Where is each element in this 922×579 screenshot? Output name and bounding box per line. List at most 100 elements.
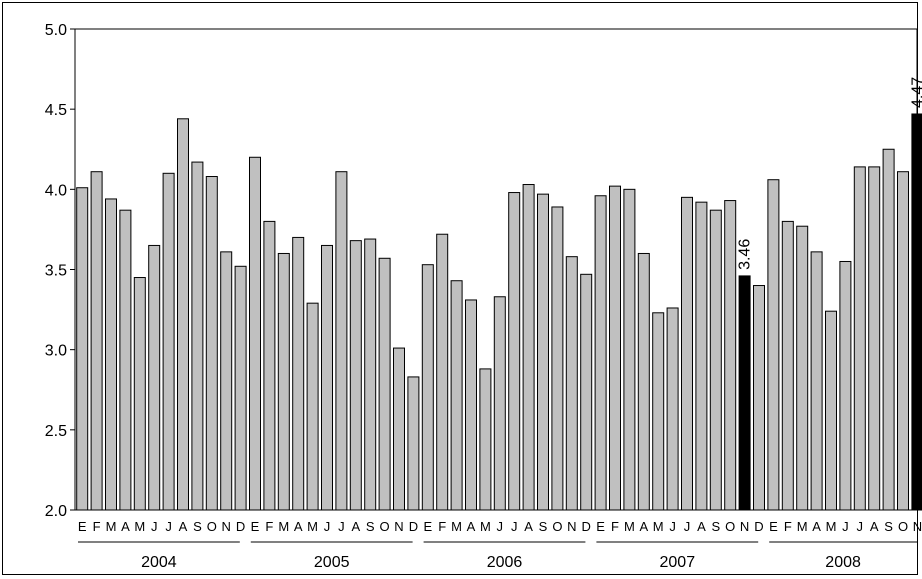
x-tick-label: J xyxy=(669,519,676,534)
bar xyxy=(551,206,564,511)
x-tick-label: A xyxy=(639,519,648,534)
bar xyxy=(695,201,708,511)
bar-highlighted xyxy=(911,113,922,511)
bar xyxy=(652,312,665,511)
bar xyxy=(522,184,535,511)
bar xyxy=(681,196,693,511)
x-tick-label: A xyxy=(179,519,188,534)
x-tick-label: M xyxy=(480,519,491,534)
bar xyxy=(565,256,578,511)
x-tick-label: O xyxy=(725,519,735,534)
bar xyxy=(508,192,521,511)
x-tick-label: A xyxy=(294,519,303,534)
x-tick-label: M xyxy=(307,519,318,534)
x-tick-label: A xyxy=(351,519,360,534)
bar xyxy=(868,166,881,511)
bar xyxy=(724,200,737,511)
x-tick-label: O xyxy=(207,519,217,534)
bar xyxy=(753,285,765,511)
bar xyxy=(277,252,290,511)
year-label: 2006 xyxy=(487,554,523,571)
x-tick-label: F xyxy=(93,519,101,534)
x-tick-label: M xyxy=(826,519,837,534)
x-tick-label: A xyxy=(697,519,706,534)
bar xyxy=(306,302,319,511)
x-tick-label: M xyxy=(134,519,145,534)
x-tick-label: D xyxy=(582,519,591,534)
bar xyxy=(637,252,650,511)
y-tick-label: 4.0 xyxy=(45,182,67,199)
bar xyxy=(119,209,132,511)
bar xyxy=(781,220,794,511)
x-tick-label: E xyxy=(769,519,778,534)
bar xyxy=(825,310,837,511)
bar-highlighted xyxy=(738,275,751,511)
x-tick-label: A xyxy=(812,519,821,534)
bar xyxy=(76,187,89,511)
bar xyxy=(623,188,636,511)
x-tick-label: D xyxy=(754,519,763,534)
bar xyxy=(767,179,780,511)
x-tick-label: F xyxy=(265,519,273,534)
bar xyxy=(321,244,333,511)
bar xyxy=(450,280,463,511)
bar xyxy=(378,257,391,511)
bar xyxy=(393,347,405,511)
x-tick-label: S xyxy=(539,519,548,534)
bar xyxy=(609,185,621,511)
x-tick-label: M xyxy=(278,519,289,534)
bar xyxy=(407,376,420,511)
bar xyxy=(537,193,549,511)
x-tick-label: J xyxy=(842,519,849,534)
bar xyxy=(292,236,305,511)
y-tick-label: 5.0 xyxy=(45,22,67,39)
y-tick-label: 2.5 xyxy=(45,423,67,440)
x-tick-label: M xyxy=(653,519,664,534)
x-tick-label: J xyxy=(511,519,518,534)
data-label: 4.47 xyxy=(909,77,922,108)
x-tick-label: S xyxy=(884,519,893,534)
bar xyxy=(436,233,449,511)
bar xyxy=(205,176,218,511)
x-tick-label: O xyxy=(380,519,390,534)
bar xyxy=(90,171,103,511)
x-tick-label: M xyxy=(797,519,808,534)
bar xyxy=(364,238,377,511)
x-tick-label: J xyxy=(684,519,691,534)
bar xyxy=(882,148,895,511)
bar xyxy=(133,277,146,511)
x-tick-label: J xyxy=(165,519,172,534)
bar xyxy=(580,273,593,511)
x-tick-label: M xyxy=(624,519,635,534)
bar xyxy=(177,118,189,511)
y-tick-label: 3.0 xyxy=(45,343,67,360)
bar xyxy=(709,209,722,511)
bar xyxy=(148,244,161,511)
x-tick-label: J xyxy=(151,519,158,534)
x-tick-label: M xyxy=(451,519,462,534)
x-tick-label: N xyxy=(394,519,403,534)
x-tick-label: S xyxy=(711,519,720,534)
x-tick-label: F xyxy=(784,519,792,534)
x-tick-label: S xyxy=(193,519,202,534)
x-tick-label: D xyxy=(236,519,245,534)
bar xyxy=(465,299,477,511)
y-tick-label: 2.0 xyxy=(45,503,67,520)
x-tick-label: E xyxy=(423,519,432,534)
x-tick-label: O xyxy=(552,519,562,534)
x-tick-label: M xyxy=(106,519,117,534)
x-tick-label: E xyxy=(596,519,605,534)
data-label: 3.46 xyxy=(737,239,754,270)
x-tick-label: E xyxy=(251,519,260,534)
bar xyxy=(897,171,909,511)
year-label: 2008 xyxy=(825,554,861,571)
year-label: 2004 xyxy=(141,554,177,571)
x-tick-label: N xyxy=(913,519,922,534)
y-tick-label: 4.5 xyxy=(45,102,67,119)
x-tick-label: N xyxy=(567,519,576,534)
x-tick-label: A xyxy=(524,519,533,534)
bar xyxy=(349,240,362,511)
x-tick-label: N xyxy=(740,519,749,534)
bar xyxy=(263,220,276,511)
